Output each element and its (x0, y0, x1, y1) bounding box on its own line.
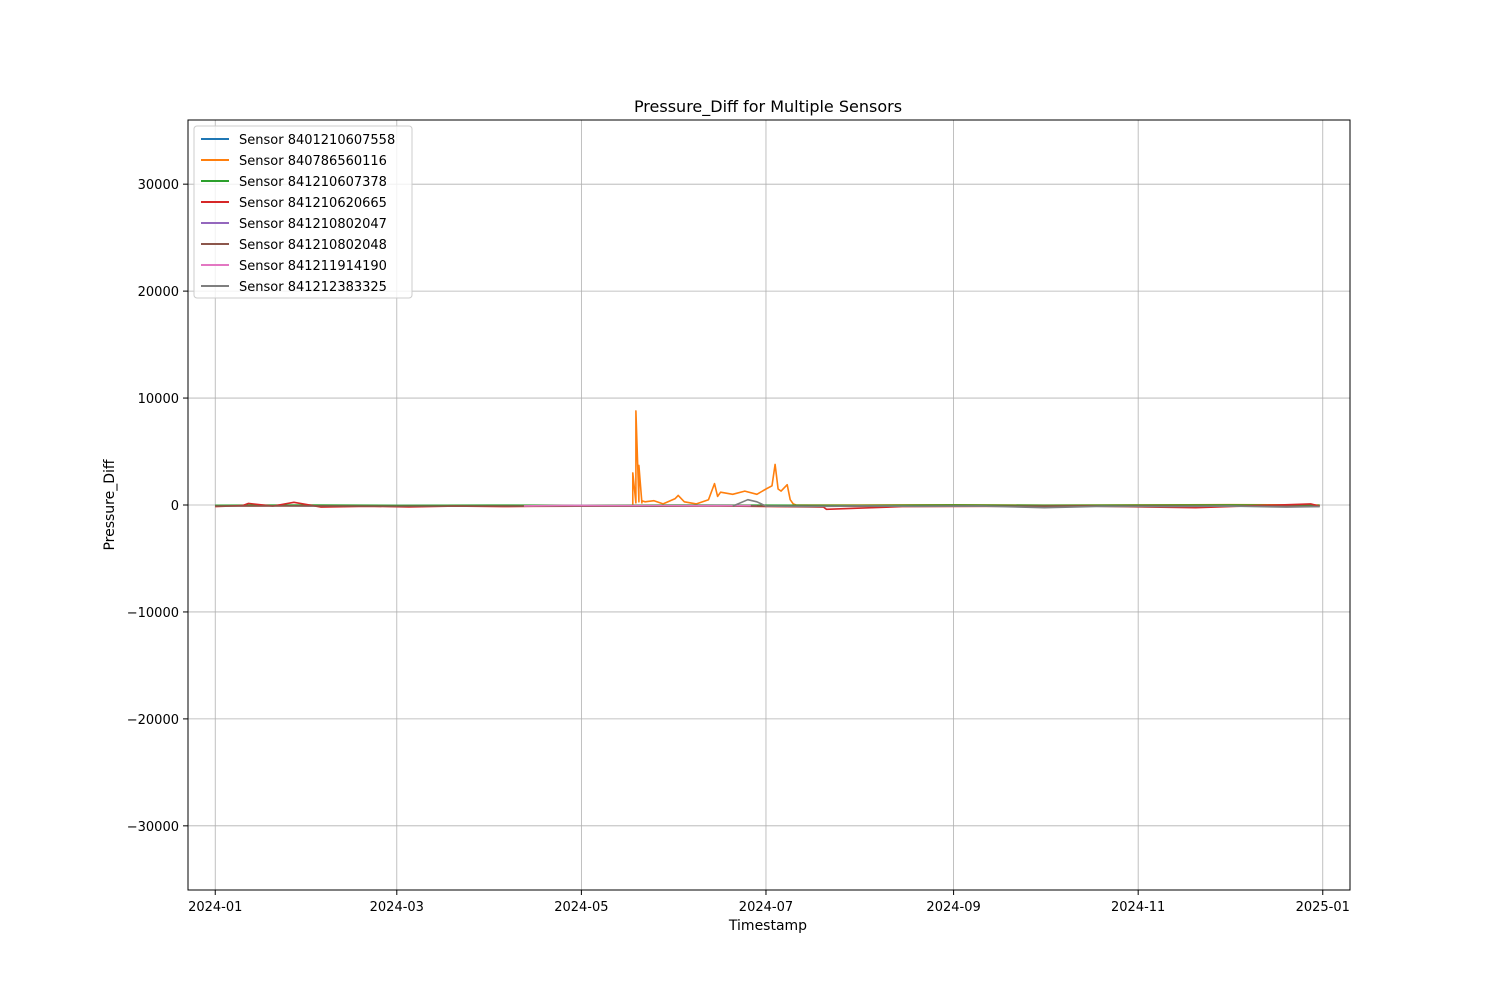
x-tick-label: 2025-01 (1296, 900, 1350, 915)
x-axis-label: Timestamp (728, 918, 807, 934)
legend-label: Sensor 840786560116 (239, 154, 387, 169)
legend-label: Sensor 8401210607558 (239, 133, 395, 148)
series-line (523, 504, 751, 507)
y-tick-label: 30000 (138, 178, 179, 193)
x-tick-label: 2024-05 (554, 900, 608, 915)
y-axis-label: Pressure_Diff (102, 459, 118, 550)
chart-title: Pressure_Diff for Multiple Sensors (634, 97, 902, 117)
legend-label: Sensor 841211914190 (239, 259, 387, 274)
series-line (732, 498, 1320, 509)
y-tick-label: 0 (171, 499, 179, 514)
x-tick-label: 2024-09 (926, 900, 980, 915)
legend-box (193, 125, 413, 299)
legend-label: Sensor 841210607378 (239, 175, 387, 190)
series-lines (215, 410, 1320, 511)
legend-label: Sensor 841212383325 (239, 280, 387, 295)
y-tick-label: 20000 (138, 285, 179, 300)
legend-label: Sensor 841210620665 (239, 196, 387, 211)
x-axis-ticks: 2024-01 2024-03 2024-05 2024-07 2024-09 2024-… (188, 890, 1350, 915)
y-axis-ticks: −30000 −20000 −10000 0 10000 20000 30000 (127, 178, 188, 835)
legend-label: Sensor 841210802048 (239, 238, 387, 253)
legend-label: Sensor 841210802047 (239, 217, 387, 232)
x-tick-label: 2024-03 (370, 900, 424, 915)
y-tick-label: 10000 (138, 392, 179, 407)
y-tick-label: −10000 (127, 606, 179, 621)
x-tick-label: 2024-07 (739, 900, 793, 915)
x-tick-label: 2024-01 (188, 900, 242, 915)
y-tick-label: −20000 (127, 713, 179, 728)
legend: Sensor 8401210607558 Sensor 840786560116 S… (193, 125, 413, 299)
y-tick-label: −30000 (127, 820, 179, 835)
x-tick-label: 2024-11 (1111, 900, 1165, 915)
